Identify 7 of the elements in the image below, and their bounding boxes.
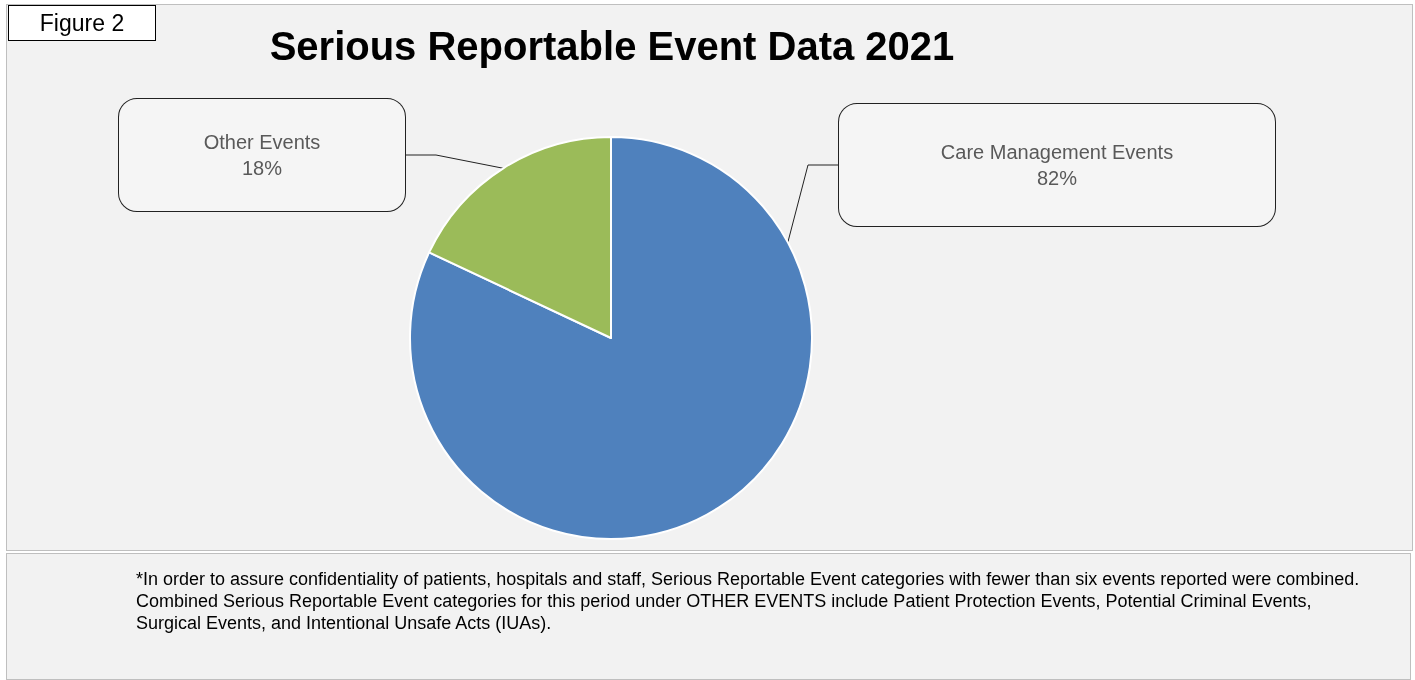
data-label: 18%	[241, 157, 283, 179]
slice-label: Other Events	[203, 131, 321, 153]
caption: Figure 2	[8, 5, 156, 41]
chart-title: Serious Reportable Event Data 2021	[269, 24, 955, 68]
text: *In order to assure confidentiality of patients, hospitals and staff, Serious Reportable Event categories with fewer than six events reported were combined. Combined Serious Reportable Event categories for this period under OTHER EVENTS include Patient Protection Events, Potential Criminal Events, Surgical Events, and Intentional Unsafe Acts (IUAs).	[136, 568, 1361, 634]
slice-label: Care Management Events	[940, 141, 1174, 163]
data-label: 82%	[1036, 167, 1078, 189]
